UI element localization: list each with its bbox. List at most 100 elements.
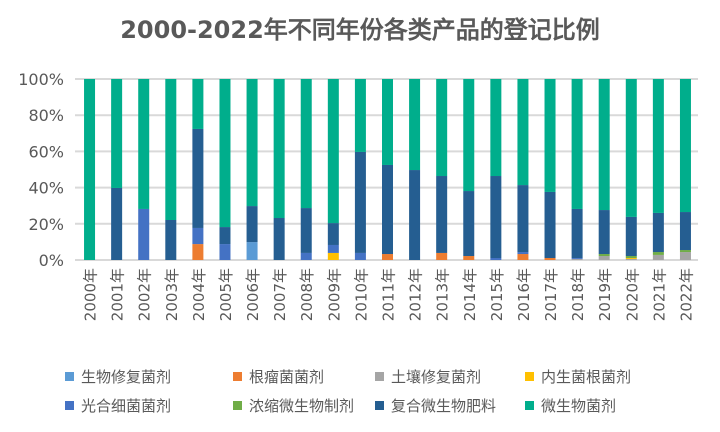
legend-label: 生物修复菌剂	[81, 368, 172, 386]
bar-segment	[625, 258, 637, 260]
bar-segment	[679, 212, 691, 251]
x-tick-label: 2000年	[82, 268, 100, 321]
bar-segment	[625, 79, 637, 217]
bar-segment	[490, 176, 502, 259]
bar-segment	[571, 258, 583, 259]
x-tick-label: 2007年	[271, 268, 289, 321]
legend-swatch	[65, 401, 74, 410]
bar-segment	[111, 187, 123, 260]
legend-label: 根瘤菌菌剂	[249, 368, 325, 386]
legend-label: 浓缩微生物制剂	[249, 397, 355, 415]
bar-segment	[571, 79, 583, 209]
bar-segment	[409, 170, 421, 260]
legend-swatch	[233, 401, 242, 410]
bar-segment	[165, 79, 177, 220]
bar-segment	[246, 242, 258, 260]
legend-swatch	[375, 372, 384, 381]
y-tick-label: 0%	[39, 251, 64, 270]
bar-segment	[436, 176, 448, 253]
bar-segment	[625, 256, 637, 259]
bar-segment	[598, 210, 610, 255]
bar-segment	[192, 244, 204, 260]
x-tick-label: 2005年	[217, 268, 235, 321]
bar-segment	[490, 258, 502, 260]
bar-segment	[544, 191, 556, 259]
bar-segment	[517, 185, 529, 253]
legend-swatch	[525, 372, 534, 381]
bar-segment	[354, 252, 366, 260]
legend-label: 复合微生物肥料	[391, 397, 497, 415]
bar-segment	[273, 218, 285, 260]
bar-segment	[517, 254, 529, 260]
x-tick-label: 2002年	[136, 268, 154, 321]
x-tick-label: 2006年	[244, 268, 262, 321]
legend-item: 浓缩微生物制剂	[233, 395, 375, 416]
chart-title: 2000-2022年不同年份各类产品的登记比例	[120, 16, 600, 44]
bar-segment	[300, 208, 312, 253]
bar-segment	[138, 208, 150, 260]
legend-item: 光合细菌菌剂	[65, 395, 233, 416]
x-tick-label: 2021年	[650, 268, 668, 321]
bar-segment	[544, 258, 556, 260]
legend-label: 土壤修复菌剂	[391, 368, 482, 386]
x-tick-label: 2018年	[569, 268, 587, 321]
bar-segment	[679, 250, 691, 253]
bar-segment	[679, 252, 691, 260]
bar-segment	[652, 254, 664, 260]
bar-segment	[436, 252, 448, 260]
x-tick-label: 2016年	[515, 268, 533, 321]
bar-segment	[138, 79, 150, 209]
x-tick-label: 2019年	[596, 268, 614, 321]
x-tick-label: 2013年	[434, 268, 452, 321]
bar-segment	[327, 223, 339, 245]
y-tick-label: 100%	[18, 70, 64, 89]
stacked-bar-chart: 0% 20% 40% 60% 80% 100% 2000年 2001年 2002年 2003年 20…	[18, 70, 698, 321]
bar-segment	[517, 252, 529, 255]
bar-segment	[246, 206, 258, 243]
bar-segment	[463, 256, 475, 260]
bar-segment	[219, 227, 231, 245]
bar-segment	[273, 79, 285, 219]
legend-label: 内生菌根菌剂	[541, 368, 632, 386]
x-tick-label: 2014年	[461, 268, 479, 321]
legend-swatch	[65, 372, 74, 381]
x-tick-label: 2015年	[488, 268, 506, 321]
bar-segment	[652, 252, 664, 255]
x-tick-label: 2003年	[163, 268, 181, 321]
bar-segment	[382, 79, 393, 165]
x-tick-label: 2012年	[407, 268, 425, 321]
bar-segment	[517, 79, 529, 186]
bar-segment	[598, 256, 610, 260]
legend: 生物修复菌剂 根瘤菌菌剂 土壤修复菌剂 内生菌根菌剂光合细菌菌剂 浓缩微生物制剂 复合微生…	[65, 362, 705, 420]
bar-segment	[436, 79, 448, 177]
bar-segment	[300, 252, 312, 260]
bar-segment	[463, 191, 475, 257]
legend-swatch	[375, 401, 384, 410]
legend-label: 光合细菌菌剂	[81, 397, 172, 415]
x-tick-label: 2004年	[190, 268, 208, 321]
x-tick-label: 2020年	[623, 268, 641, 321]
bar-segment	[300, 79, 312, 209]
legend-label: 微生物菌剂	[541, 397, 617, 415]
legend-item: 内生菌根菌剂	[525, 366, 705, 387]
legend-swatch	[233, 372, 242, 381]
x-tick-label: 2008年	[298, 268, 316, 321]
bar-segment	[219, 79, 231, 228]
x-tick-label: 2010年	[352, 268, 370, 321]
y-tick-label: 20%	[28, 215, 64, 234]
x-tick-label: 2017年	[542, 268, 560, 321]
bar-segment	[625, 216, 637, 257]
bar-segment	[598, 79, 610, 211]
x-tick-label: 2009年	[325, 268, 343, 321]
bar-segment	[571, 258, 583, 260]
bar-segment	[327, 244, 339, 253]
bar-segment	[544, 79, 556, 192]
bar-segment	[246, 79, 258, 207]
x-tick-label: 2011年	[380, 268, 398, 321]
legend-item: 微生物菌剂	[525, 395, 705, 416]
bar-segment	[490, 79, 502, 177]
bar-segment	[327, 79, 339, 224]
y-tick-label: 80%	[28, 106, 64, 125]
legend-item: 复合微生物肥料	[375, 395, 525, 416]
bar-segment	[652, 79, 664, 213]
